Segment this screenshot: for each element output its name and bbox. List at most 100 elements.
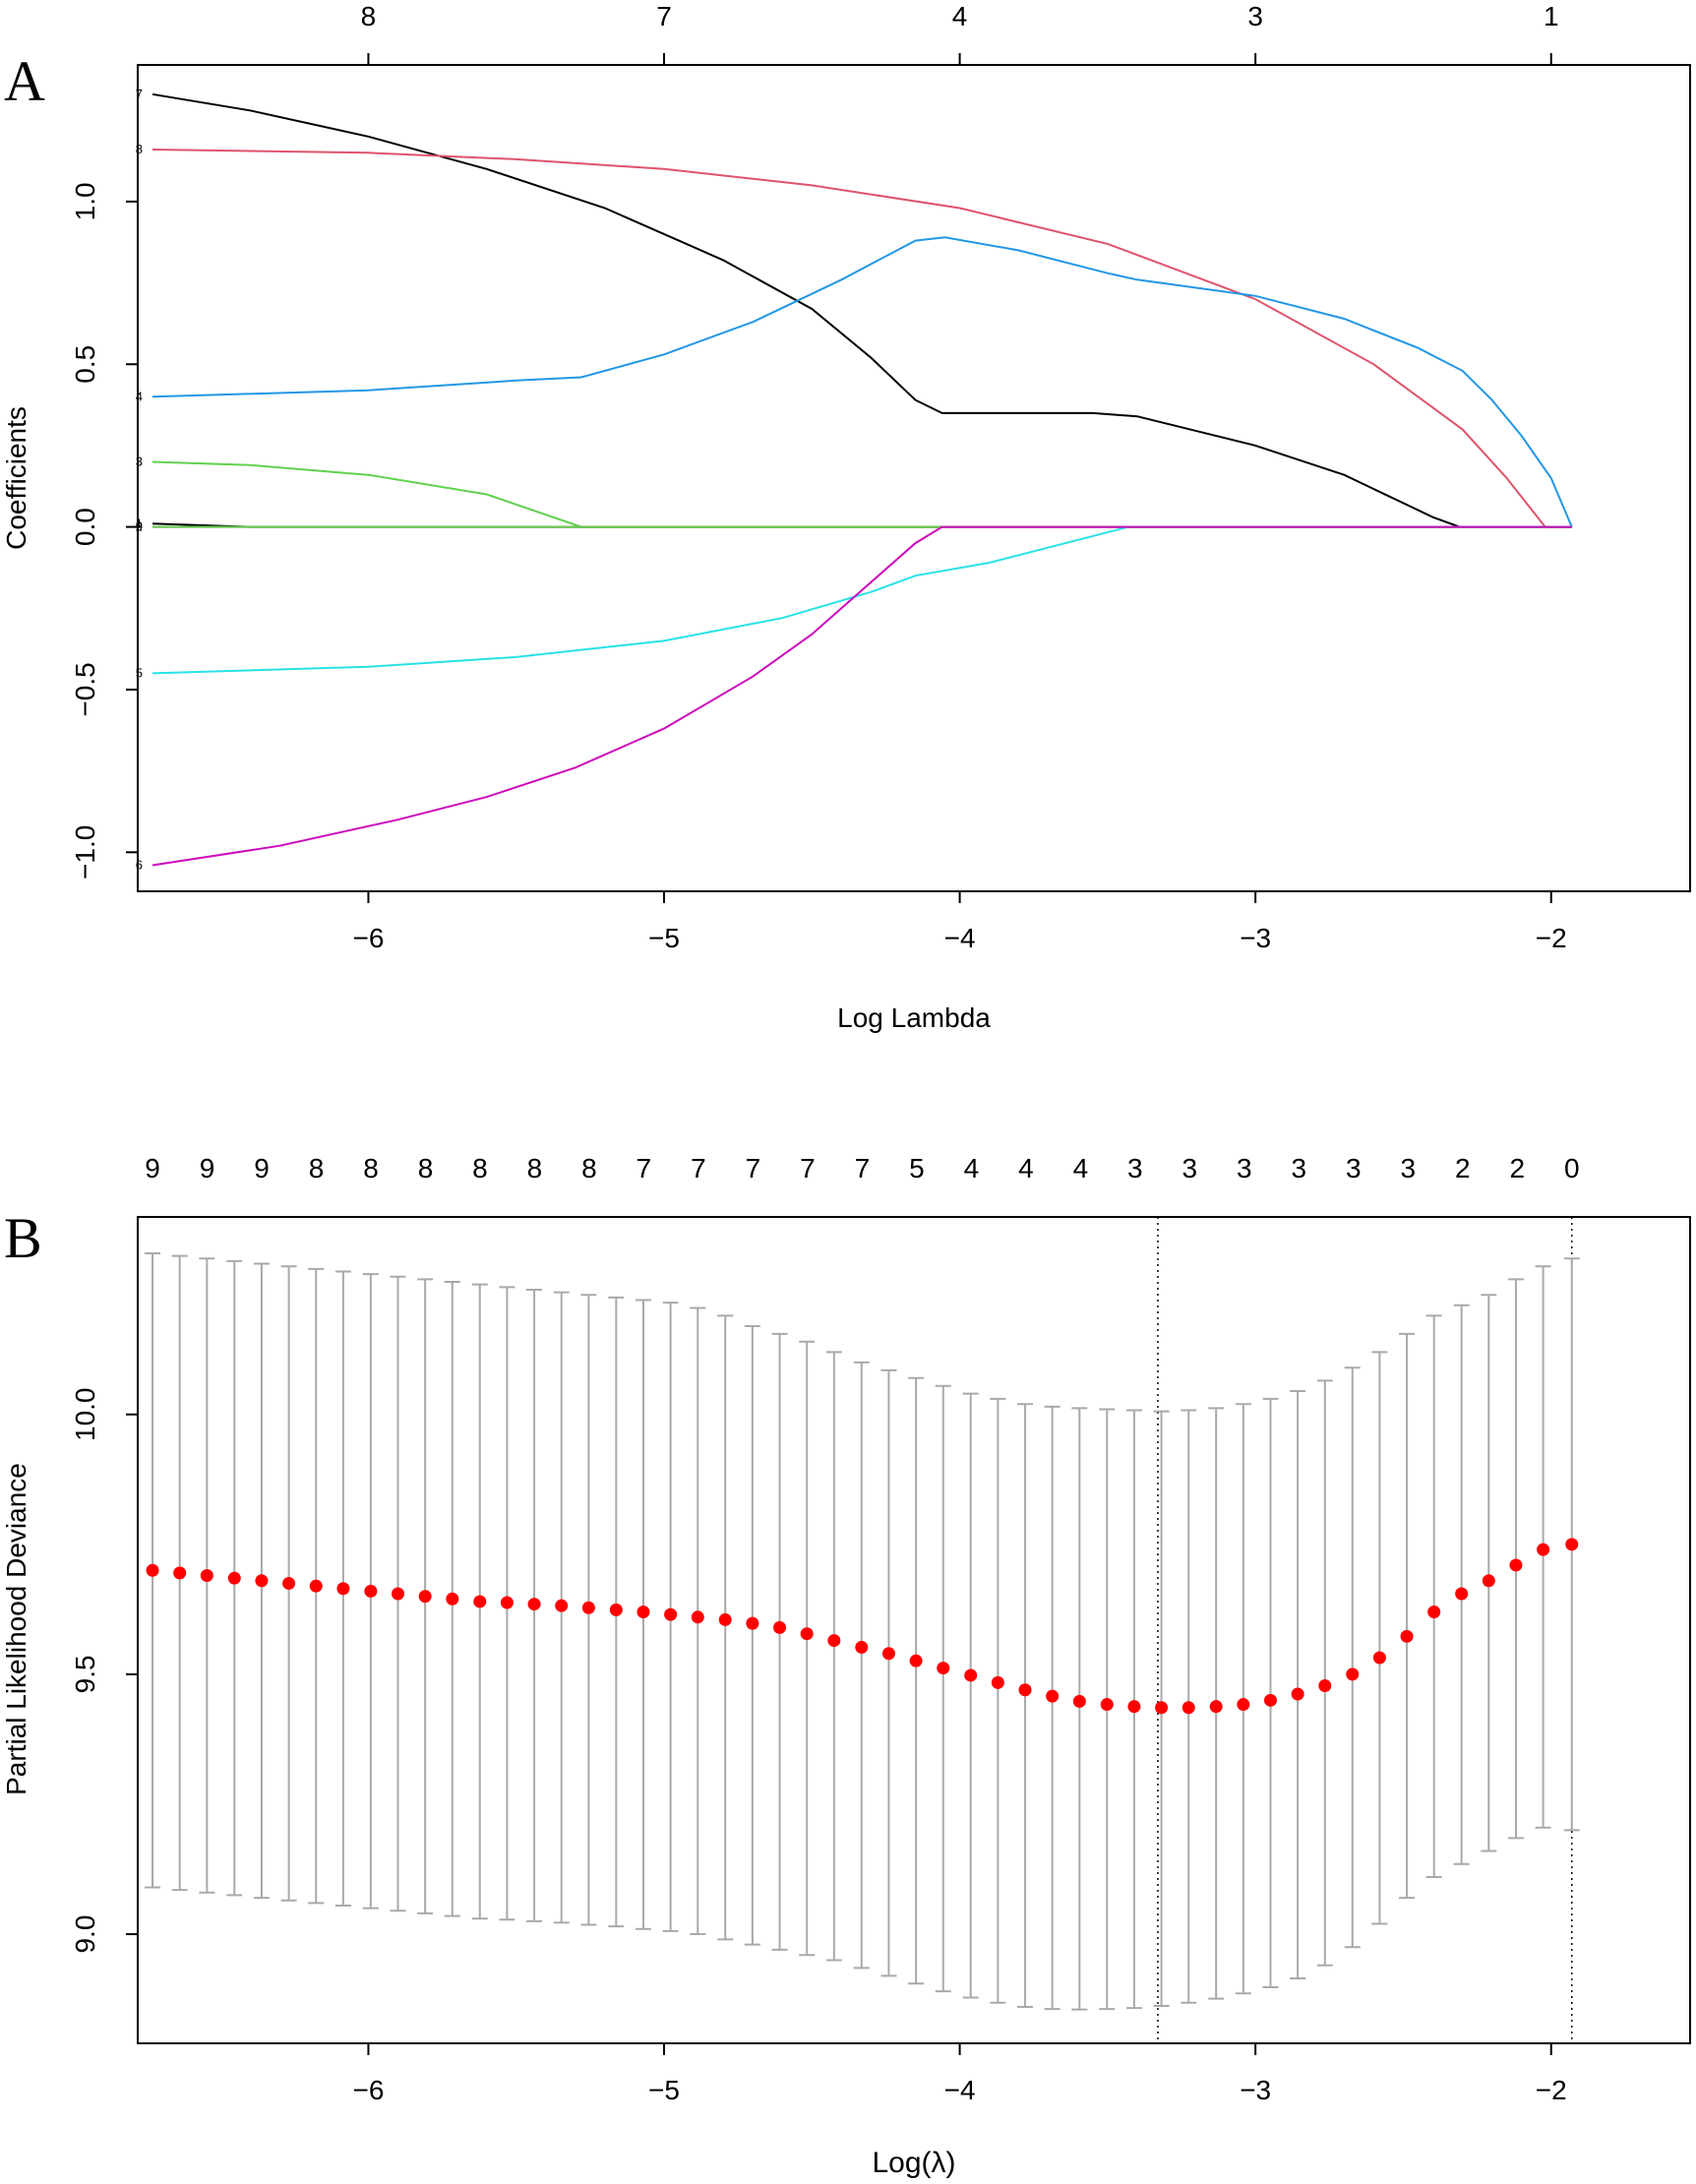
top-count-label-5: 8 (418, 1153, 434, 1183)
top-count-label-6: 8 (472, 1153, 488, 1183)
top-count-label-4: 8 (363, 1153, 379, 1183)
top-count-label-3: 8 (309, 1153, 325, 1183)
coef-path-3 (151, 460, 1572, 528)
mean-point (1291, 1687, 1304, 1701)
mean-point (1509, 1558, 1523, 1572)
mean-point (200, 1569, 213, 1583)
mean-point (855, 1640, 869, 1654)
mean-point (664, 1608, 678, 1621)
mean-point (1537, 1543, 1550, 1556)
panel-b-x-axis: −6 −5 −4 −3 −2 (352, 2043, 1567, 2105)
mean-point (1427, 1606, 1441, 1619)
mean-point (1155, 1701, 1169, 1715)
top-count-label-16: 4 (1018, 1153, 1034, 1183)
coef-path-7 (151, 92, 1572, 528)
top-tick-label-0: 8 (361, 1, 377, 31)
x-tick-label-2: −4 (944, 2075, 976, 2105)
error-bar (1071, 1407, 1088, 2011)
coef-path-8 (151, 149, 1572, 528)
error-bar (990, 1397, 1006, 2004)
mean-point (937, 1662, 950, 1675)
error-bar (1044, 1405, 1060, 2011)
mean-point (1372, 1651, 1386, 1665)
error-bar (1507, 1278, 1524, 1840)
top-count-label-2: 9 (254, 1153, 270, 1183)
mean-point (1018, 1683, 1032, 1697)
mean-point (255, 1574, 269, 1588)
top-count-label-8: 8 (581, 1153, 597, 1183)
top-count-label-20: 3 (1237, 1153, 1252, 1183)
error-bar (1399, 1332, 1416, 1900)
coef-path-label-6: 6 (136, 858, 143, 873)
mean-point (800, 1627, 814, 1641)
x-tick-label-4: −2 (1536, 2075, 1567, 2105)
top-count-label-26: 0 (1564, 1153, 1580, 1183)
panel-a-frame (137, 64, 1691, 892)
error-bars (145, 1251, 1580, 2011)
mean-point (473, 1595, 487, 1608)
mean-point (718, 1612, 732, 1626)
error-bar (1425, 1314, 1442, 1878)
coef-path-label-1: 1 (136, 516, 143, 530)
y-tick-label-0: −1.0 (70, 825, 100, 880)
mean-point (227, 1571, 241, 1585)
mean-point (1263, 1693, 1277, 1707)
mean-point (827, 1634, 841, 1648)
top-count-label-18: 3 (1127, 1153, 1143, 1183)
mean-point (173, 1566, 187, 1580)
x-tick-label-0: −6 (352, 923, 384, 953)
panel-a-x-axis: −6 −5 −4 −3 −2 (352, 891, 1567, 953)
mean-point (881, 1647, 895, 1661)
mean-point (691, 1610, 704, 1624)
mean-point (146, 1563, 159, 1577)
error-bar (1262, 1397, 1279, 1988)
x-tick-label-3: −3 (1240, 2075, 1271, 2105)
mean-point (1455, 1587, 1469, 1601)
top-tick-label-1: 7 (656, 1, 672, 31)
top-count-label-23: 3 (1401, 1153, 1417, 1183)
mean-point (1482, 1574, 1495, 1588)
coef-path-labels: 7 8 4 3 129 5 6 (136, 87, 143, 873)
mean-point (1127, 1700, 1141, 1714)
top-count-label-25: 2 (1509, 1153, 1525, 1183)
y-tick-label-2: 10.0 (70, 1388, 100, 1442)
mean-point (1237, 1698, 1250, 1712)
coef-path-6 (151, 525, 1572, 867)
panel-b-y-axis-title: Partial Likelihood Deviance (1, 1463, 31, 1795)
error-bar (799, 1340, 816, 1957)
panel-b-plot-area (145, 1217, 1580, 2043)
mean-point (500, 1596, 514, 1609)
mean-point (746, 1616, 759, 1630)
panel-a-y-axis-title: Coefficients (1, 406, 31, 550)
mean-point (555, 1599, 569, 1612)
y-tick-label-3: 0.5 (70, 345, 100, 384)
top-count-label-13: 7 (855, 1153, 871, 1183)
panel-b-frame (137, 1216, 1691, 2044)
mean-point (1565, 1538, 1579, 1551)
top-count-label-14: 5 (909, 1153, 925, 1183)
top-count-label-12: 7 (800, 1153, 816, 1183)
top-count-label-11: 7 (746, 1153, 761, 1183)
error-bar (1481, 1294, 1497, 1852)
y-tick-label-1: −0.5 (70, 662, 100, 716)
mean-point (336, 1582, 350, 1596)
mean-point (527, 1598, 541, 1611)
panel-a-top-axis: 8 7 4 3 1 (361, 1, 1559, 65)
error-bar (962, 1392, 979, 1999)
coef-path-label-2: 2 (136, 519, 143, 534)
mean-point (1072, 1694, 1086, 1708)
coef-path-label-7: 7 (136, 87, 143, 101)
error-bar (825, 1351, 842, 1962)
mean-point (1346, 1668, 1360, 1681)
panel-a-label: A (4, 49, 45, 113)
y-tick-label-0: 9.0 (70, 1915, 100, 1954)
top-count-label-21: 3 (1292, 1153, 1307, 1183)
coef-path-label-4: 4 (136, 389, 143, 403)
error-bar (1371, 1351, 1388, 1925)
mean-point (773, 1620, 787, 1634)
x-tick-label-2: −4 (944, 923, 976, 953)
mean-point (964, 1668, 978, 1682)
panel-b-top-axis: 9 9 9 8 8 8 8 8 8 7 7 7 7 7 5 4 4 4 3 3 3 3 3 3 2 2 0 (145, 1153, 1579, 1183)
coef-path-4 (151, 236, 1573, 527)
